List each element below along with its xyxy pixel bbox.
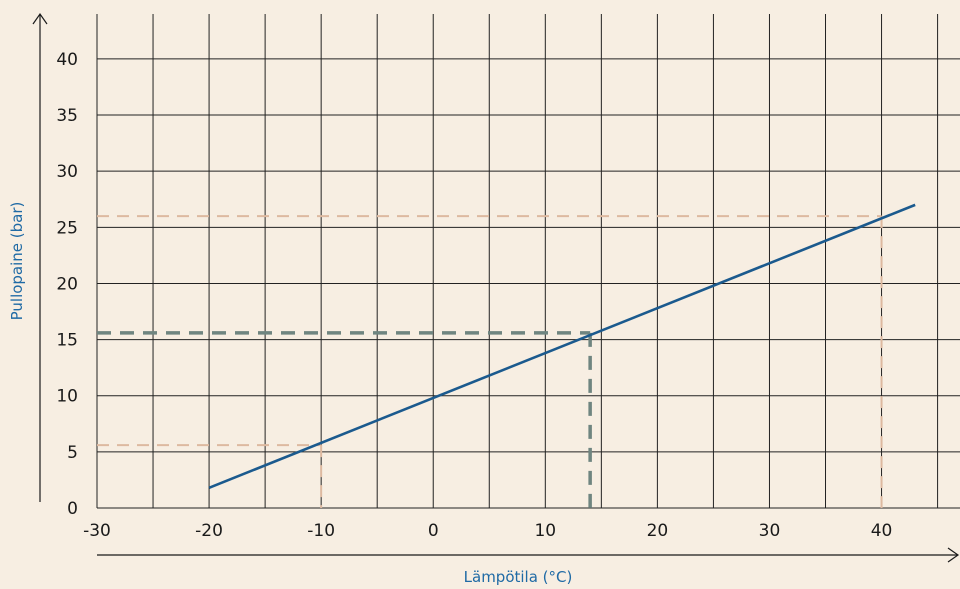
axes (32, 12, 960, 563)
y-tick-label: 25 (56, 218, 78, 238)
x-tick-label: 20 (647, 521, 669, 541)
reference-lines (97, 215, 883, 508)
x-tick-label: -20 (195, 521, 223, 541)
grid (96, 14, 960, 509)
x-axis-arrowhead (947, 547, 960, 563)
x-tick-label: 30 (759, 521, 781, 541)
y-axis-arrowhead (32, 12, 48, 25)
y-tick-label: 5 (67, 443, 78, 463)
x-axis-title: Lämpötila (°C) (464, 568, 573, 586)
y-tick-label: 15 (56, 331, 78, 351)
y-tick-label: 10 (56, 387, 78, 407)
series-layer (208, 203, 916, 489)
x-tick-label: -30 (83, 521, 111, 541)
y-tick-label: 30 (56, 162, 78, 182)
y-tick-label: 20 (56, 274, 78, 294)
y-tick-label: 0 (67, 499, 78, 519)
y-tick-label: 40 (56, 50, 78, 70)
y-axis-title: Pullopaine (bar) (8, 202, 26, 321)
x-tick-label: 40 (871, 521, 893, 541)
x-tick-label: 0 (428, 521, 439, 541)
x-tick-label: -10 (307, 521, 335, 541)
x-tick-label: 10 (534, 521, 556, 541)
y-tick-label: 35 (56, 106, 78, 126)
series-line (208, 203, 916, 489)
tick-labels: -30 -20 -10 0 10 20 30 40 0 5 10 15 20 25 30 35 40 (56, 50, 892, 541)
